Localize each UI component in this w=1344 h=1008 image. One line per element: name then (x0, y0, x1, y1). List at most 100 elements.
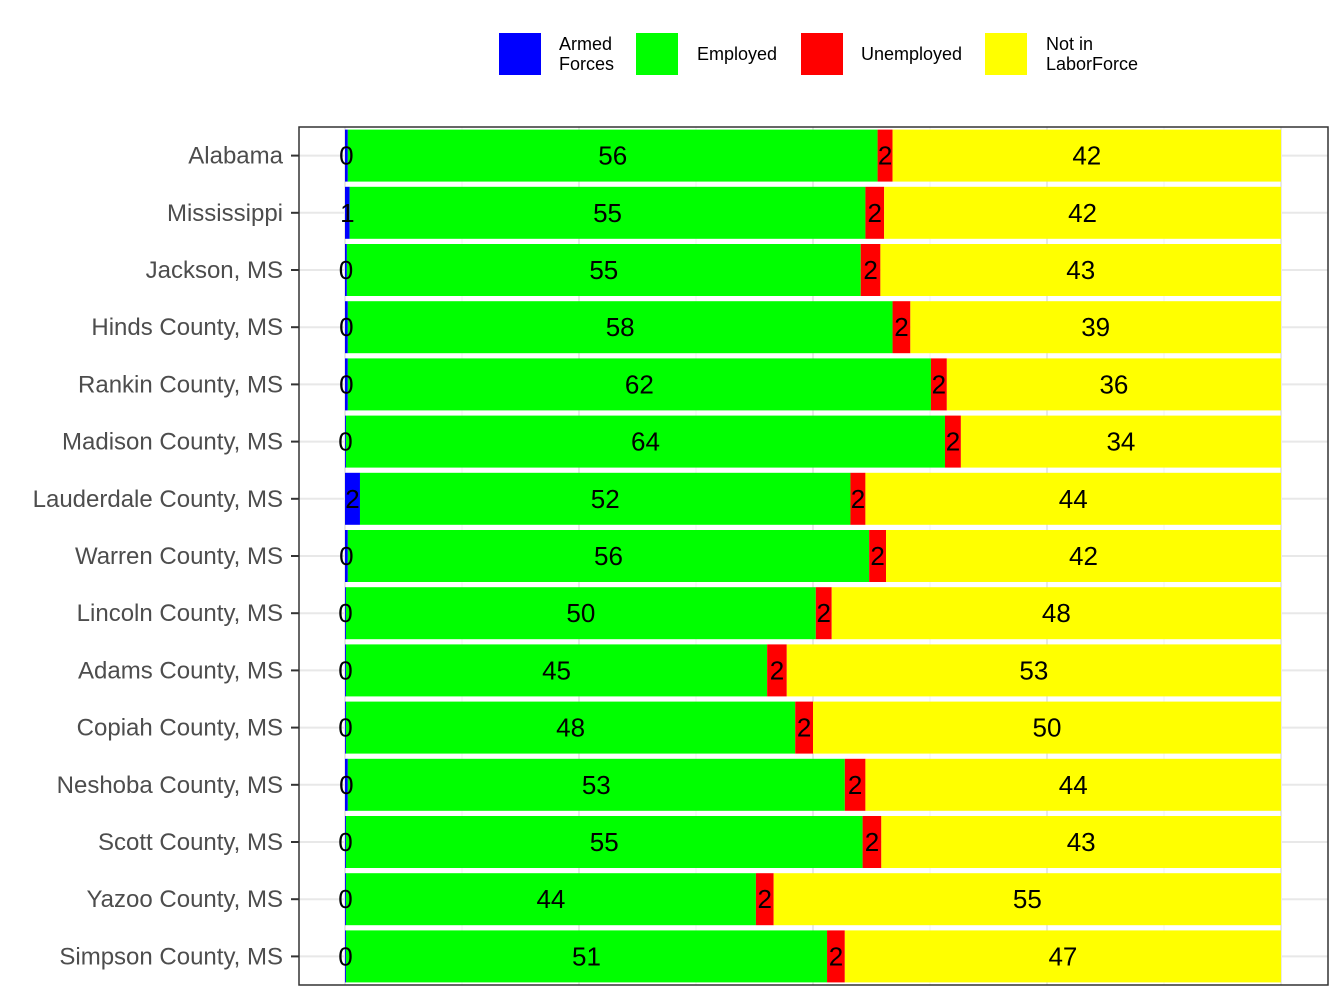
bar-label-employed-adams-county-ms: 45 (542, 655, 571, 685)
bar-label-armed-forces-scott-county-ms: 0 (338, 827, 352, 857)
bar-unemployed-lauderdale-county-ms (850, 472, 866, 525)
bar-label-armed-forces-madison-county-ms: 0 (338, 427, 352, 457)
bar-label-armed-forces-lincoln-county-ms: 0 (338, 598, 352, 628)
bar-label-armed-forces-neshoba-county-ms: 0 (339, 770, 353, 800)
bar-unemployed-simpson-county-ms (827, 930, 845, 983)
bar-unemployed-mississippi (865, 186, 885, 239)
bar-label-unemployed-scott-county-ms: 2 (865, 827, 879, 857)
bar-armed-forces-lincoln-county-ms (345, 587, 346, 640)
bar-label-unemployed-mississippi: 2 (868, 198, 882, 228)
bar-armed-forces-rankin-county-ms (345, 358, 348, 411)
bar-label-unemployed-yazoo-county-ms: 2 (758, 884, 772, 914)
y-tick-label-copiah-county-ms: Copiah County, MS (77, 715, 283, 742)
bar-employed-jackson-ms (346, 244, 861, 296)
y-tick-label-rankin-county-ms: Rankin County, MS (78, 371, 283, 398)
bar-employed-scott-county-ms (345, 816, 863, 868)
bar-label-not-in-laborforce-jackson-ms: 43 (1066, 255, 1095, 285)
bar-label-employed-yazoo-county-ms: 44 (536, 884, 565, 914)
bar-employed-simpson-county-ms (345, 930, 828, 983)
y-tick-label-scott-county-ms: Scott County, MS (98, 829, 283, 856)
bar-not-in-laborforce-lincoln-county-ms (831, 587, 1281, 640)
y-tick-label-madison-county-ms: Madison County, MS (62, 429, 283, 456)
bar-unemployed-scott-county-ms (862, 816, 882, 868)
bar-label-not-in-laborforce-warren-county-ms: 42 (1069, 541, 1098, 571)
bar-label-employed-lauderdale-county-ms: 52 (591, 484, 620, 514)
y-tick-label-mississippi: Mississippi (167, 200, 283, 227)
bar-label-unemployed-alabama: 2 (878, 141, 892, 171)
bar-labels: 0 56 2 42 1 55 2 42 0 55 2 43 0 58 2 39 0 62 2 36 0 64 2 34 2 52 2… (338, 141, 1135, 972)
bar-armed-forces-madison-county-ms (345, 415, 346, 468)
bar-label-not-in-laborforce-scott-county-ms: 43 (1067, 827, 1096, 857)
bar-label-armed-forces-yazoo-county-ms: 0 (338, 884, 352, 914)
bar-label-armed-forces-copiah-county-ms: 0 (338, 713, 352, 743)
bar-label-armed-forces-mississippi: 1 (340, 198, 354, 228)
bar-not-in-laborforce-rankin-county-ms (946, 358, 1281, 411)
y-tick-label-neshoba-county-ms: Neshoba County, MS (57, 772, 283, 799)
bar-armed-forces-alabama (345, 129, 348, 182)
legend-label: Unemployed (861, 44, 962, 64)
bar-employed-neshoba-county-ms (347, 758, 845, 811)
bar-label-armed-forces-adams-county-ms: 0 (338, 655, 352, 685)
bar-employed-hinds-county-ms (347, 301, 893, 354)
bar-label-not-in-laborforce-neshoba-county-ms: 44 (1059, 770, 1088, 800)
legend-key (636, 33, 678, 75)
bar-label-not-in-laborforce-lincoln-county-ms: 48 (1042, 598, 1071, 628)
bar-label-unemployed-neshoba-county-ms: 2 (848, 770, 862, 800)
bar-label-not-in-laborforce-rankin-county-ms: 36 (1099, 369, 1128, 399)
bar-label-employed-rankin-county-ms: 62 (625, 369, 654, 399)
legend-key (801, 33, 843, 75)
bar-label-employed-hinds-county-ms: 58 (606, 312, 635, 342)
bar-unemployed-jackson-ms (860, 244, 881, 296)
bar-employed-warren-county-ms (347, 530, 870, 582)
y-tick-label-jackson-ms: Jackson, MS (146, 257, 283, 284)
y-tick-label-lauderdale-county-ms: Lauderdale County, MS (33, 486, 283, 513)
bar-label-unemployed-lauderdale-county-ms: 2 (851, 484, 865, 514)
bar-label-not-in-laborforce-hinds-county-ms: 39 (1081, 312, 1110, 342)
bar-not-in-laborforce-hinds-county-ms (910, 301, 1281, 354)
bar-employed-alabama (347, 129, 878, 182)
panel-border (298, 126, 1329, 986)
bar-not-in-laborforce-jackson-ms (880, 244, 1281, 296)
bar-employed-copiah-county-ms (345, 701, 796, 754)
bar-not-in-laborforce-mississippi (884, 186, 1281, 239)
bar-armed-forces-yazoo-county-ms (345, 873, 346, 926)
bar-armed-forces-simpson-county-ms (345, 930, 346, 983)
bar-label-unemployed-warren-county-ms: 2 (870, 541, 884, 571)
bar-employed-madison-county-ms (345, 415, 945, 468)
bar-label-armed-forces-lauderdale-county-ms: 2 (345, 484, 359, 514)
bar-not-in-laborforce-simpson-county-ms (844, 930, 1281, 983)
bar-armed-forces-copiah-county-ms (345, 701, 346, 754)
bar-label-armed-forces-rankin-county-ms: 0 (339, 369, 353, 399)
bar-not-in-laborforce-scott-county-ms (881, 816, 1281, 868)
bar-label-not-in-laborforce-mississippi: 42 (1068, 198, 1097, 228)
bar-label-armed-forces-alabama: 0 (339, 141, 353, 171)
bar-label-employed-lincoln-county-ms: 50 (566, 598, 595, 628)
y-tick-label-lincoln-county-ms: Lincoln County, MS (77, 600, 283, 627)
bar-unemployed-lincoln-county-ms (815, 587, 832, 640)
bar-label-unemployed-lincoln-county-ms: 2 (817, 598, 831, 628)
bar-label-not-in-laborforce-simpson-county-ms: 47 (1048, 941, 1077, 971)
legend: Armed Forces Employed Unemployed Not in Labor… (499, 33, 1138, 75)
bar-label-employed-alabama: 56 (598, 141, 627, 171)
y-tick-label-simpson-county-ms: Simpson County, MS (59, 943, 283, 970)
bar-unemployed-madison-county-ms (944, 415, 961, 468)
legend-label: Armed Forces (559, 34, 614, 74)
bar-label-unemployed-hinds-county-ms: 2 (894, 312, 908, 342)
legend-label: Not in LaborForce (1046, 34, 1138, 74)
bar-unemployed-copiah-county-ms (795, 701, 813, 754)
bar-armed-forces-mississippi (345, 186, 350, 239)
bar-not-in-laborforce-warren-county-ms (886, 530, 1281, 582)
bar-armed-forces-jackson-ms (345, 244, 347, 296)
bar-label-employed-mississippi: 55 (593, 198, 622, 228)
bar-employed-rankin-county-ms (347, 358, 931, 411)
bar-unemployed-warren-county-ms (869, 530, 887, 582)
bar-label-unemployed-simpson-county-ms: 2 (829, 941, 843, 971)
bar-not-in-laborforce-madison-county-ms (960, 415, 1281, 468)
y-tick-label-hinds-county-ms: Hinds County, MS (91, 314, 283, 341)
bar-unemployed-alabama (877, 129, 893, 182)
bar-label-armed-forces-warren-county-ms: 0 (339, 541, 353, 571)
legend-label: Employed (697, 44, 777, 64)
bar-label-not-in-laborforce-alabama: 42 (1072, 141, 1101, 171)
bar-label-not-in-laborforce-lauderdale-county-ms: 44 (1059, 484, 1088, 514)
